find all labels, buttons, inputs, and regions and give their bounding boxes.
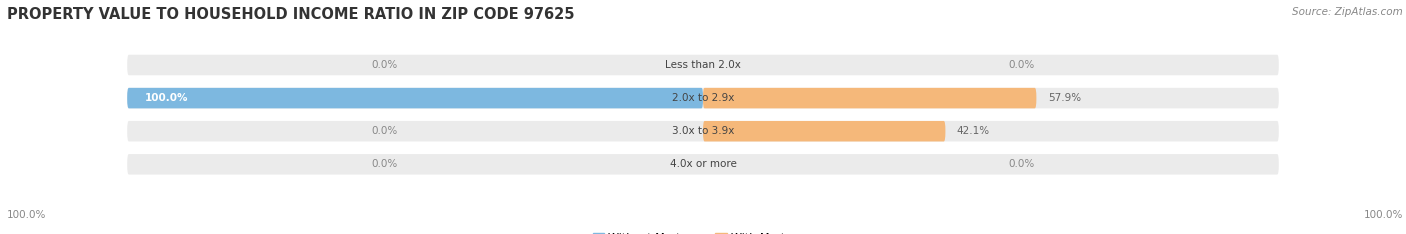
- FancyBboxPatch shape: [127, 88, 1279, 108]
- Text: 3.0x to 3.9x: 3.0x to 3.9x: [672, 126, 734, 136]
- FancyBboxPatch shape: [127, 121, 1279, 142]
- Text: 0.0%: 0.0%: [371, 126, 398, 136]
- Text: 4.0x or more: 4.0x or more: [669, 159, 737, 169]
- Text: 0.0%: 0.0%: [1008, 60, 1035, 70]
- Text: Less than 2.0x: Less than 2.0x: [665, 60, 741, 70]
- Text: 42.1%: 42.1%: [957, 126, 990, 136]
- FancyBboxPatch shape: [703, 121, 945, 142]
- FancyBboxPatch shape: [127, 55, 1279, 75]
- Text: 0.0%: 0.0%: [1008, 159, 1035, 169]
- FancyBboxPatch shape: [127, 154, 1279, 175]
- FancyBboxPatch shape: [703, 88, 1036, 108]
- Legend: Without Mortgage, With Mortgage: Without Mortgage, With Mortgage: [588, 228, 818, 234]
- Text: 100.0%: 100.0%: [145, 93, 188, 103]
- Text: 2.0x to 2.9x: 2.0x to 2.9x: [672, 93, 734, 103]
- Text: PROPERTY VALUE TO HOUSEHOLD INCOME RATIO IN ZIP CODE 97625: PROPERTY VALUE TO HOUSEHOLD INCOME RATIO…: [7, 7, 575, 22]
- Text: 100.0%: 100.0%: [7, 210, 46, 220]
- FancyBboxPatch shape: [127, 88, 703, 108]
- Text: 57.9%: 57.9%: [1047, 93, 1081, 103]
- Text: 0.0%: 0.0%: [371, 60, 398, 70]
- Text: 100.0%: 100.0%: [1364, 210, 1403, 220]
- Text: 0.0%: 0.0%: [371, 159, 398, 169]
- Text: Source: ZipAtlas.com: Source: ZipAtlas.com: [1292, 7, 1403, 17]
